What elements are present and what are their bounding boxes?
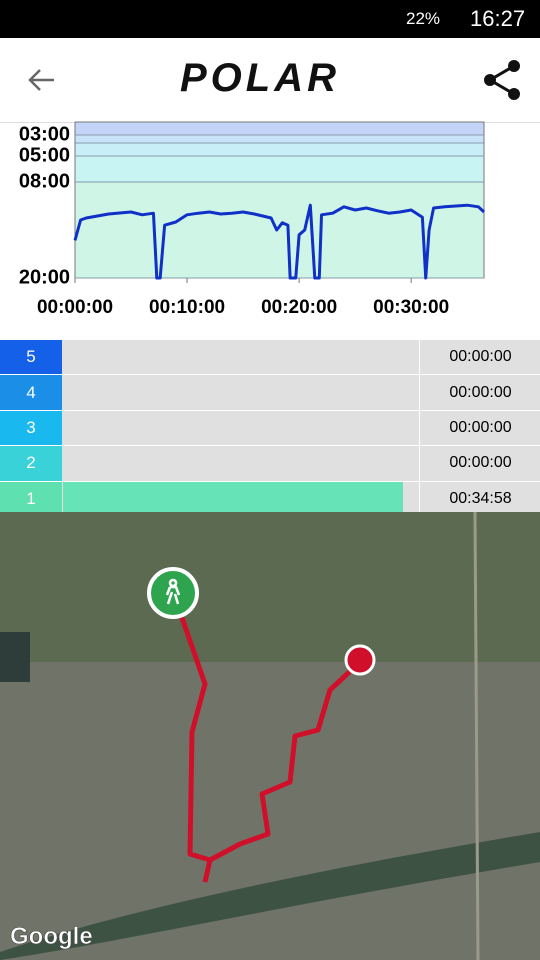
zone-time: 00:34:58	[419, 481, 540, 516]
y-tick-label: 05:00	[19, 144, 70, 166]
battery-level: 22%	[406, 9, 441, 28]
zone-time: 00:00:00	[419, 410, 540, 446]
start-marker	[147, 567, 199, 619]
share-button[interactable]	[482, 58, 526, 102]
zone-bar	[63, 481, 403, 516]
pace-line	[73, 203, 486, 280]
status-bar: 22% 16:27	[0, 0, 540, 38]
polar-logo: POLAR	[180, 56, 340, 100]
x-tick-label: 00:10:00	[149, 297, 225, 318]
zone-time: 00:00:00	[419, 340, 540, 375]
clock: 16:27	[470, 6, 526, 31]
zone-row: 1 00:34:58	[0, 481, 540, 517]
y-tick-label: 03:00	[19, 123, 70, 145]
y-tick-label: 20:00	[19, 266, 70, 288]
zone-table: 5 00:00:00 4 00:00:00 3 00:00:00 2 00:00:00 1 00:…	[0, 340, 540, 517]
zone-label: 3	[0, 410, 62, 446]
zone-label: 4	[0, 375, 62, 410]
x-tick-label: 00:20:00	[261, 297, 337, 318]
route-map[interactable]: Google	[0, 512, 540, 960]
zone-time: 00:00:00	[419, 446, 540, 481]
x-tick-label: 00:00:00	[37, 297, 113, 318]
back-button[interactable]	[26, 66, 56, 94]
zone-row: 2 00:00:00	[0, 446, 540, 482]
zone-time: 00:00:00	[419, 375, 540, 410]
zone-row: 5 00:00:00	[0, 340, 540, 376]
x-tick-label: 00:30:00	[373, 297, 449, 318]
map-attribution: Google	[10, 923, 93, 950]
zone-label: 2	[0, 446, 62, 481]
zone-label: 1	[0, 481, 62, 516]
app-header: POLAR	[0, 38, 540, 123]
zone-row: 3 00:00:00	[0, 410, 540, 447]
end-marker	[344, 644, 376, 676]
y-tick-label: 08:00	[19, 170, 70, 192]
zone-label: 5	[0, 340, 62, 375]
zone-row: 4 00:00:00	[0, 375, 540, 411]
